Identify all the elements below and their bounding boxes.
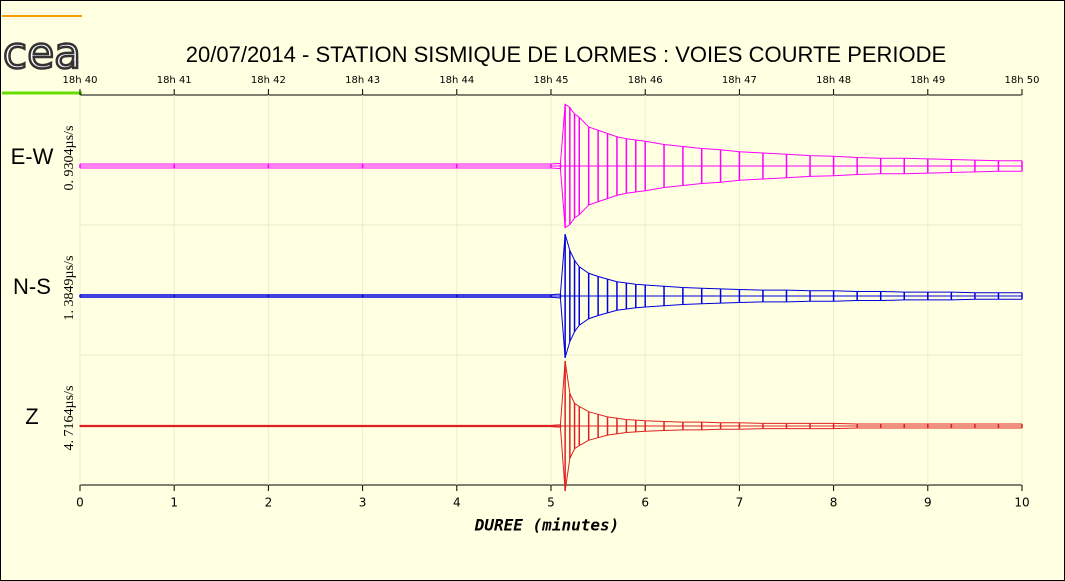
x-axis-label: DUREE (minutes) [474, 516, 620, 535]
top-tick-label: 18h 45 [534, 75, 569, 86]
envelope-bottom [80, 426, 1022, 492]
top-tick-label: 18h 43 [345, 75, 380, 86]
top-tick-label: 18h 47 [722, 75, 757, 86]
top-tick-label: 18h 42 [251, 75, 286, 86]
top-tick-label: 18h 46 [628, 75, 663, 86]
x-tick-label: 9 [924, 496, 932, 510]
scale-label: 1. 3849µs/s [62, 256, 77, 321]
top-tick-label: 18h 49 [910, 75, 945, 86]
x-tick-label: 1 [170, 496, 178, 510]
envelope-top [80, 360, 1022, 426]
envelope-bottom [80, 296, 1022, 358]
top-tick-label: 18h 48 [816, 75, 851, 86]
envelope-top [80, 103, 1022, 165]
x-tick-label: 8 [830, 496, 838, 510]
x-tick-label: 7 [736, 496, 744, 510]
x-tick-label: 2 [265, 496, 273, 510]
top-tick-label: 18h 41 [157, 75, 192, 86]
x-tick-label: 6 [641, 496, 649, 510]
x-tick-label: 5 [547, 496, 555, 510]
x-tick-label: 3 [359, 496, 367, 510]
envelope-bottom [80, 167, 1022, 229]
channel-name: E-W [11, 144, 54, 169]
channel-name: Z [25, 404, 38, 429]
x-tick-label: 10 [1014, 496, 1029, 510]
top-tick-label: 18h 50 [1005, 75, 1040, 86]
channel-name: N-S [13, 274, 51, 299]
envelope-top [80, 234, 1022, 296]
scale-label: 0. 9304µs/s [62, 126, 77, 191]
top-tick-label: 18h 44 [439, 75, 474, 86]
x-tick-label: 4 [453, 496, 461, 510]
chart-title: 20/07/2014 - STATION SISMIQUE DE LORMES … [186, 42, 946, 67]
x-tick-label: 0 [76, 496, 84, 510]
top-tick-label: 18h 40 [63, 75, 98, 86]
scale-label: 4. 7164µs/s [62, 386, 77, 451]
logo: cea [3, 28, 81, 79]
